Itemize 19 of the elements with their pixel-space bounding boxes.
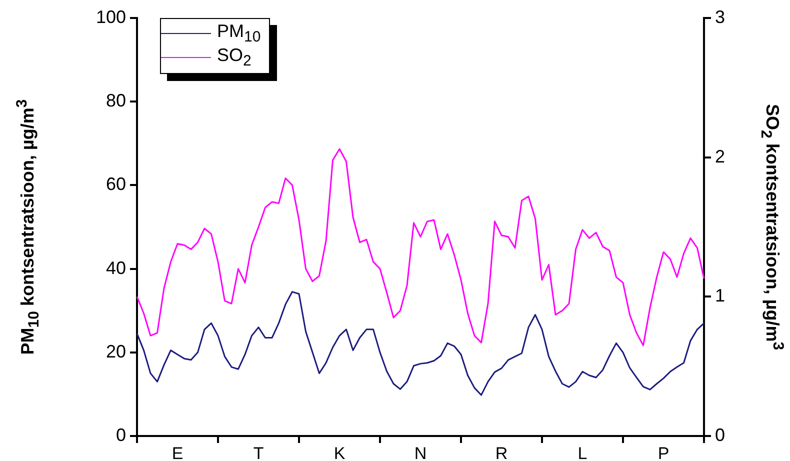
legend-label: PM$_{10}$ xyxy=(217,20,261,46)
x-tick-label: E xyxy=(172,444,184,461)
y-tick-label: 60 xyxy=(106,174,126,194)
y-tick-label: 100 xyxy=(96,6,126,27)
x-tick-label: T xyxy=(253,444,264,461)
y-tick-label: 80 xyxy=(106,90,126,111)
y-tick-label: 20 xyxy=(106,341,126,362)
y2-tick-label: 0 xyxy=(715,424,726,445)
legend-label: SO$_{2}$ xyxy=(217,44,252,70)
y2-tick-label: 3 xyxy=(715,6,726,27)
y-tick-label: 0 xyxy=(116,424,126,445)
y2-tick-label: 2 xyxy=(715,146,726,166)
y-tick-label: 40 xyxy=(106,258,126,278)
x-tick-label: P xyxy=(658,444,670,461)
y2-tick-label: 1 xyxy=(715,286,726,306)
x-tick-label: K xyxy=(334,444,346,461)
x-tick-label: N xyxy=(414,444,427,461)
x-tick-label: R xyxy=(495,444,508,461)
x-tick-label: L xyxy=(578,444,588,461)
